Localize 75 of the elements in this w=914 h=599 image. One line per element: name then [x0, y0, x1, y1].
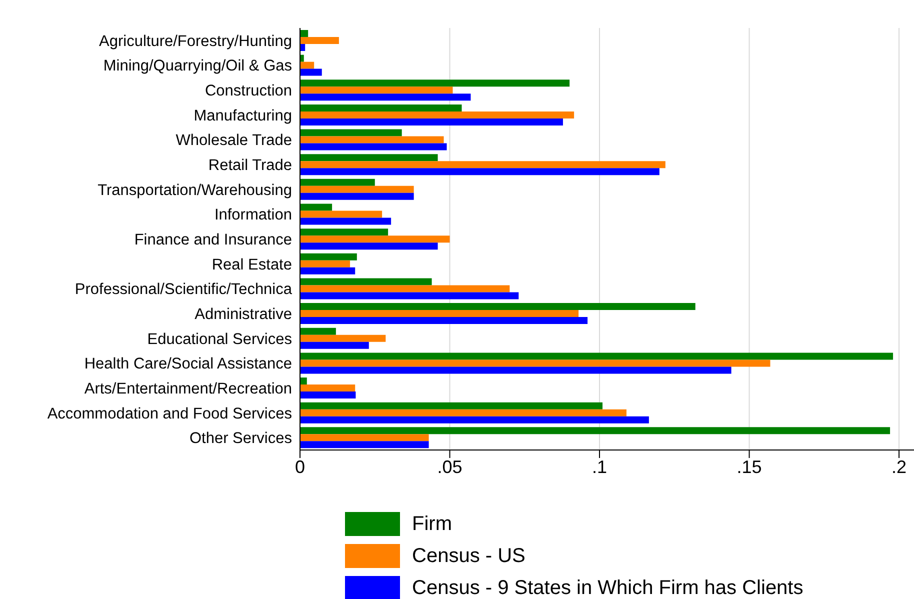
- bar: [300, 236, 450, 243]
- bar: [300, 317, 588, 324]
- y-tick-label: Other Services: [189, 430, 292, 448]
- y-tick-label: Administrative: [194, 306, 292, 323]
- legend-label: Firm: [412, 512, 452, 536]
- bar: [300, 378, 307, 385]
- y-tick-label: Real Estate: [212, 256, 292, 274]
- bar: [300, 104, 462, 112]
- y-tick-label: Information: [214, 206, 292, 224]
- y-tick-label: Finance and Insurance: [134, 232, 292, 249]
- bar: [300, 86, 453, 94]
- x-tick-label: .05: [437, 456, 462, 477]
- y-tick-label: Accommodation and Food Services: [47, 405, 292, 422]
- bar: [300, 154, 438, 162]
- bar: [300, 228, 388, 236]
- legend-label: Census - 9 States in Which Firm has Clients: [412, 576, 804, 599]
- y-tick-label: Arts/Entertainment/Recreation: [84, 380, 292, 398]
- bar: [300, 178, 375, 186]
- bar: [300, 292, 519, 300]
- bar: [300, 161, 666, 168]
- y-tick-label: Educational Services: [147, 330, 292, 348]
- bar: [300, 30, 308, 37]
- bar: [300, 310, 579, 318]
- bar: [300, 366, 732, 374]
- bar: [300, 136, 444, 144]
- bar: [300, 303, 696, 310]
- bar: [300, 434, 429, 442]
- bar: [300, 260, 350, 268]
- bar: [300, 210, 382, 218]
- bar: [300, 118, 563, 126]
- y-tick-label: Agriculture/Forestry/Hunting: [99, 32, 292, 50]
- y-tick-label: Retail Trade: [208, 157, 292, 174]
- bar: [300, 427, 890, 434]
- y-tick-label: Manufacturing: [194, 107, 292, 124]
- bar: [300, 204, 332, 211]
- bar: [300, 441, 429, 448]
- bar: [300, 80, 570, 87]
- bar: [300, 278, 432, 286]
- bar: [300, 129, 402, 136]
- bar: [300, 168, 660, 176]
- y-tick-label: Professional/Scientific/Technica: [74, 281, 292, 298]
- bar: [300, 143, 447, 150]
- legend-label: Census - US: [412, 544, 526, 568]
- bar: [300, 62, 314, 69]
- bar: [300, 218, 392, 225]
- y-tick-label: Health Care/Social Assistance: [84, 356, 292, 373]
- y-tick-label: Construction: [204, 82, 292, 100]
- x-tick-label: .15: [736, 456, 762, 477]
- bar: [300, 342, 369, 349]
- bar: [300, 242, 438, 250]
- bar: [300, 54, 304, 62]
- bar: [300, 111, 574, 118]
- y-tick-label: Mining/Quarrying/Oil & Gas: [103, 58, 292, 75]
- bar: [300, 192, 414, 200]
- bar: [300, 392, 356, 399]
- bar: [300, 68, 322, 76]
- bar: [300, 402, 603, 410]
- bar: [300, 328, 336, 335]
- y-tick-label: Wholesale Trade: [176, 132, 292, 150]
- y-tick-label: Transportation/Warehousing: [98, 182, 292, 199]
- bar: [300, 36, 339, 44]
- bar: [300, 384, 356, 392]
- bar: [300, 94, 471, 101]
- bar: [300, 360, 770, 367]
- bar: [300, 186, 414, 193]
- x-tick-label: 0: [294, 456, 306, 477]
- x-tick-label: .2: [892, 456, 907, 477]
- bar: [300, 352, 894, 360]
- bar: [300, 416, 649, 424]
- bar: [300, 267, 356, 274]
- bar: [300, 253, 357, 260]
- x-tick-label: .1: [592, 456, 608, 477]
- bar: [300, 285, 510, 292]
- bar: [300, 409, 626, 416]
- bar: [300, 334, 386, 342]
